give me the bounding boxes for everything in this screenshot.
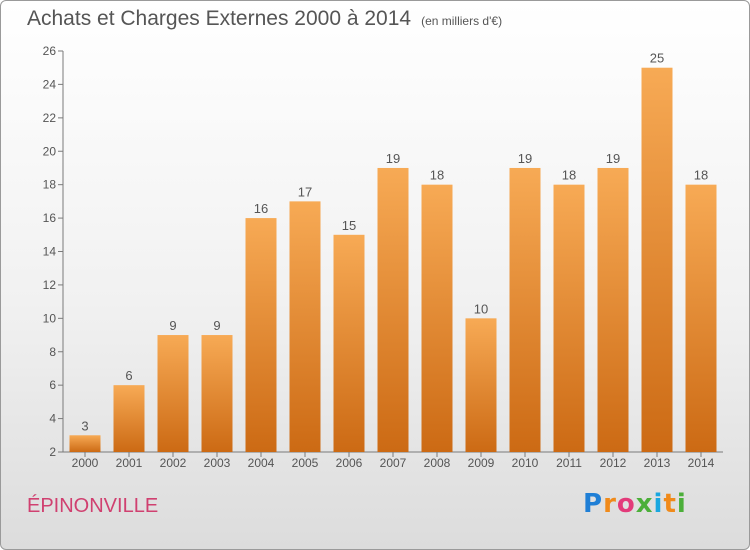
bar xyxy=(465,318,497,452)
bar xyxy=(377,167,409,453)
x-tick-label: 2008 xyxy=(424,456,451,470)
data-label: 17 xyxy=(298,184,312,199)
data-label: 19 xyxy=(518,151,532,166)
y-tick-label: 8 xyxy=(49,345,56,359)
x-tick-label: 2003 xyxy=(204,456,231,470)
data-label: 9 xyxy=(213,318,220,333)
y-tick-label: 18 xyxy=(43,178,57,192)
data-label: 19 xyxy=(386,151,400,166)
bar xyxy=(685,184,717,452)
logo-letter: i xyxy=(653,489,664,519)
data-label: 15 xyxy=(342,218,356,233)
bar xyxy=(421,184,453,452)
data-label: 10 xyxy=(474,301,488,316)
data-label: 18 xyxy=(694,168,708,183)
bar xyxy=(509,167,541,453)
data-label: 9 xyxy=(169,318,176,333)
data-label: 16 xyxy=(254,201,268,216)
bar xyxy=(289,201,321,452)
logo-letter: r xyxy=(603,489,617,519)
y-tick-label: 6 xyxy=(49,378,56,392)
x-tick-label: 2011 xyxy=(556,456,582,470)
bar xyxy=(641,67,673,452)
bar xyxy=(69,435,101,452)
x-tick-label: 2000 xyxy=(72,456,99,470)
data-label: 3 xyxy=(81,418,88,433)
x-tick-label: 2001 xyxy=(116,456,143,470)
data-label: 18 xyxy=(562,168,576,183)
bar xyxy=(201,335,233,452)
x-tick-label: 2004 xyxy=(248,456,275,470)
x-tick-label: 2002 xyxy=(160,456,187,470)
chart-title: Achats et Charges Externes 2000 à 2014 (e… xyxy=(27,7,502,31)
y-tick-label: 16 xyxy=(43,211,57,225)
bar xyxy=(113,385,145,452)
bar xyxy=(597,167,629,453)
y-tick-label: 26 xyxy=(43,44,57,58)
y-tick-label: 22 xyxy=(43,111,57,125)
x-tick-label: 2005 xyxy=(292,456,319,470)
data-label: 25 xyxy=(650,51,664,66)
bar xyxy=(245,218,277,452)
logo-letter: o xyxy=(616,489,636,519)
data-label: 18 xyxy=(430,168,444,183)
bar xyxy=(157,335,189,452)
title-text: Achats et Charges Externes 2000 à 2014 xyxy=(27,7,412,30)
bar xyxy=(333,234,365,452)
y-tick-label: 10 xyxy=(43,311,57,325)
logo-letter: P xyxy=(583,489,604,519)
y-tick-label: 20 xyxy=(43,144,57,158)
x-tick-label: 2009 xyxy=(468,456,495,470)
x-tick-label: 2006 xyxy=(336,456,363,470)
x-tick-label: 2010 xyxy=(512,456,539,470)
y-tick-label: 2 xyxy=(49,445,56,459)
bar xyxy=(553,184,585,452)
data-label: 6 xyxy=(125,368,132,383)
title-unit: (en milliers d'€) xyxy=(421,14,503,28)
logo-letter: x xyxy=(635,489,654,519)
x-tick-label: 2007 xyxy=(380,456,407,470)
y-tick-label: 4 xyxy=(49,412,56,426)
commune-name: ÉPINONVILLE xyxy=(27,495,159,517)
proxiti-logo: Proxiti xyxy=(583,489,687,519)
y-tick-label: 24 xyxy=(43,77,57,91)
y-tick-label: 14 xyxy=(43,245,57,259)
logo-letter: t xyxy=(663,489,677,519)
x-tick-label: 2013 xyxy=(644,456,671,470)
data-label: 19 xyxy=(606,151,620,166)
x-tick-label: 2012 xyxy=(600,456,627,470)
x-tick-label: 2014 xyxy=(688,456,715,470)
logo-letter: i xyxy=(676,489,687,519)
y-tick-label: 12 xyxy=(43,278,57,292)
